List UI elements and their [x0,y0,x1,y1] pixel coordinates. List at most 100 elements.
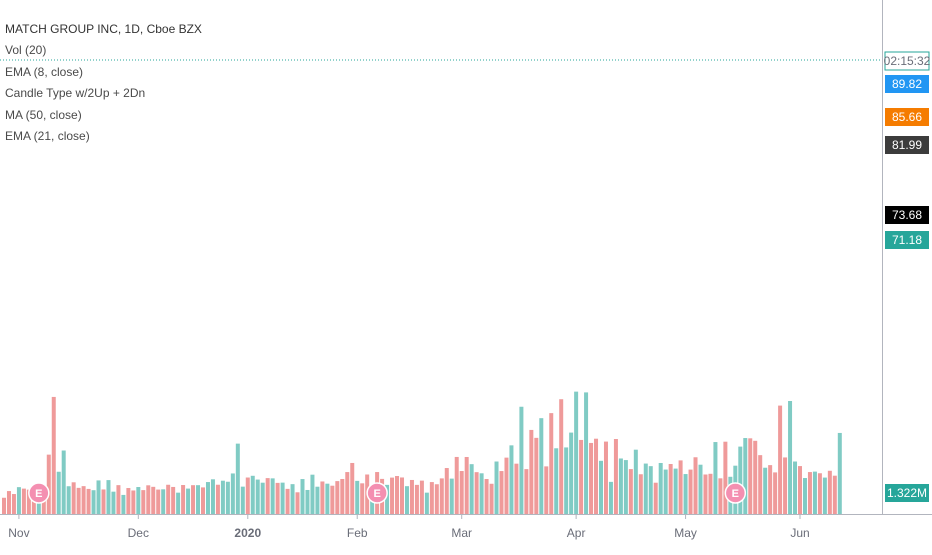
volume-bar [310,474,315,514]
price-tag-box [885,75,929,93]
volume-bar [688,469,693,514]
study-ema-8[interactable]: EMA (8, close) [5,64,84,79]
volume-bar [275,482,280,514]
x-tick-label: Dec [128,526,149,540]
study-ma-50[interactable]: MA (50, close) [5,107,82,122]
volume-bar [484,479,489,514]
volume-bar [479,473,484,514]
volume-bar [534,437,539,514]
volume-bar [370,491,375,514]
volume-bar [589,442,594,514]
study-vol[interactable]: Vol (20) [5,43,47,57]
volume-bar [250,475,255,514]
volume-bar [46,454,51,514]
volume-bar [678,460,683,514]
volume-bar [136,487,141,514]
price-tag-label: 85.66 [892,110,922,124]
earnings-label: E [35,488,42,500]
volume-bar [21,488,26,514]
volume-bar [210,479,215,514]
volume-bar [220,480,225,514]
volume-bar [837,432,842,514]
volume-bar [121,494,126,514]
x-tick-label: Apr [567,526,586,540]
volume-bar [330,485,335,514]
volume-bar [449,478,454,514]
volume-bar [385,484,390,514]
price-tag-label: 89.82 [892,77,922,91]
study-candle-type[interactable]: Candle Type w/2Up + 2Dn [5,86,146,100]
volume-bar [554,448,559,514]
volume-bar [514,463,519,514]
volume-bar [91,490,96,514]
volume-bar [504,457,509,514]
volume-bar [822,477,827,514]
volume-bar [414,484,419,514]
volume-bar [350,462,355,514]
x-tick-label: Jun [790,526,809,540]
volume-bar [161,489,166,514]
volume-bar [489,483,494,514]
volume-bar [166,484,171,514]
price-tag: 89.82 [885,75,929,93]
volume-bar [191,485,196,514]
volume-bar [2,497,6,514]
price-tag-box [885,136,929,154]
volume-bar [205,482,210,514]
x-tick-label: Mar [451,526,472,540]
volume-bar [713,442,718,514]
volume-bar [290,484,295,514]
x-tick-label: 2020 [234,526,261,540]
volume-bar [335,481,340,514]
chart-title[interactable]: MATCH GROUP INC, 1D, Cboe BZX [5,22,202,36]
volume-bar [648,466,653,514]
volume-bar [613,439,618,514]
volume-bar [549,413,554,514]
study-ema-21[interactable]: EMA (21, close) [5,129,90,143]
volume-bar [71,482,76,514]
price-tag: 73.68 [885,206,929,224]
volume-bar [633,449,638,514]
volume-bar [658,462,663,514]
volume-bar [584,392,589,514]
volume-bar [360,483,365,514]
price-tag-label: 73.68 [892,208,922,222]
horizontal-lines [0,59,882,61]
volume-bar [464,456,469,514]
volume-bar [404,486,409,514]
volume-bar [708,473,713,514]
volume-bar [16,487,21,514]
volume-bar [544,466,549,514]
price-tag: 02:15:32 [884,51,931,71]
volume-bar [111,491,116,514]
price-tag: 1.322M [885,484,929,502]
volume-bars [2,391,842,514]
price-tags: 02:15:32 89.82 85.66 81.99 73.68 71.18 1.322M [884,51,931,502]
volume-bar [196,485,201,514]
volume-bar [827,470,832,514]
volume-bar [429,482,434,514]
volume-bar [126,488,131,514]
x-tick-label: May [674,526,697,540]
volume-bar [758,455,763,514]
volume-bar [579,439,584,514]
volume-bar [240,486,245,514]
volume-bar [230,473,235,514]
volume-bar [778,405,783,514]
price-tag-label: 1.322M [887,486,927,500]
volume-bar [61,450,66,514]
volume-bar [131,490,136,514]
volume-bar [668,464,673,514]
volume-bar [832,475,837,514]
volume-bar [235,443,240,514]
volume-bar [106,480,111,514]
volume-bar [265,478,270,514]
volume-bar [6,491,11,514]
volume-bar [618,458,623,514]
volume-bar [793,461,798,514]
volume-bar [474,472,479,514]
volume-bar [743,438,748,514]
volume-bar [723,441,728,514]
volume-bar [753,440,758,514]
earnings-icon [366,482,388,504]
